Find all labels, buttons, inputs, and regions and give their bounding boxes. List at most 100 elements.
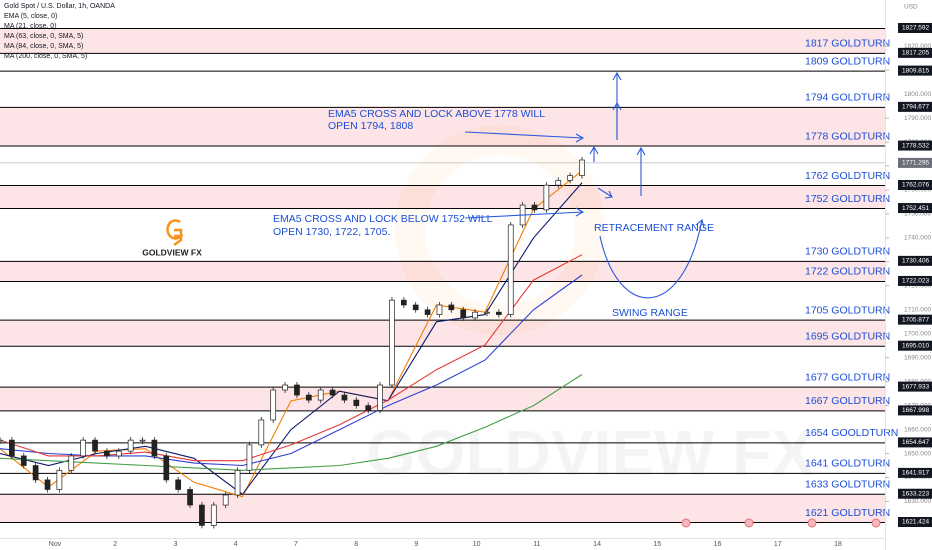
arrow <box>612 101 622 140</box>
candle <box>187 489 193 506</box>
zone-band <box>0 260 885 281</box>
candle <box>199 504 205 526</box>
annotation: OPEN 1794, 1808 <box>328 120 413 132</box>
price-label: 1794.677 <box>902 104 929 111</box>
level-label: 1762 GOLDTURN <box>805 170 890 182</box>
level-label: 1794 GOLDTURN <box>805 92 890 104</box>
y-tick-label: 1820.000 <box>904 43 931 50</box>
candle <box>0 439 3 442</box>
candle <box>282 384 288 391</box>
level-label: 1730 GOLDTURN <box>805 246 890 258</box>
candle <box>448 304 455 311</box>
arrow <box>589 145 599 162</box>
price-label: 1705.877 <box>902 316 929 323</box>
candle <box>412 304 419 311</box>
price-label: 1817.205 <box>902 50 929 57</box>
y-tick-label: 1720.000 <box>904 283 931 290</box>
currency: USD <box>904 4 918 11</box>
price-label: 1677.933 <box>902 383 929 390</box>
level-label: 1695 GOLDTURN <box>805 330 890 342</box>
price-label-box <box>898 488 932 499</box>
price-label: 1762.076 <box>902 182 929 189</box>
candle <box>555 180 562 186</box>
zone-band <box>0 493 885 523</box>
price-label-box <box>898 23 932 34</box>
level-label: 1817 GOLDTURN <box>805 38 890 50</box>
price-label-box <box>898 47 932 58</box>
logo-icon <box>166 219 184 247</box>
x-tick-label: 9 <box>414 541 418 548</box>
arrow <box>464 207 585 219</box>
event-icons <box>681 518 881 528</box>
candle <box>507 224 514 315</box>
arrow <box>636 146 646 196</box>
price-label-box <box>898 65 932 76</box>
level-label: 1677 GOLDTURN <box>805 371 890 383</box>
x-tick-label: 3 <box>174 541 178 548</box>
ma-line <box>0 254 583 462</box>
candle <box>139 439 146 442</box>
candle <box>68 455 75 471</box>
candle <box>127 439 134 452</box>
price-label-box <box>898 405 932 416</box>
chart-title: Gold Spot / U.S. Dollar, 1h, OANDA <box>4 3 115 10</box>
candle <box>579 159 585 176</box>
price-label: 1633.223 <box>902 490 929 497</box>
price-label-box <box>898 467 932 478</box>
price-label: 1778.532 <box>902 142 929 149</box>
price-label: 1827.592 <box>902 25 929 32</box>
arrow <box>464 131 585 143</box>
x-tick-label: 11 <box>533 541 540 548</box>
candle <box>294 384 300 396</box>
x-tick-label: 16 <box>714 541 722 548</box>
price-label-box <box>898 275 932 286</box>
logo: GOLDVIEW FX <box>142 219 202 257</box>
candle <box>531 204 538 211</box>
x-tick-label: Nov <box>49 541 62 548</box>
zone-band <box>0 28 885 53</box>
y-tick-label: 1710.000 <box>904 306 931 313</box>
zone-band <box>0 319 885 346</box>
event-icon <box>681 518 691 528</box>
price-label: 1667.998 <box>902 407 929 414</box>
indicator-label: MA (63, close, 0, SMA, 5) <box>4 33 83 40</box>
indicator-label: MA (200, close, 0, SMA, 5) <box>4 53 87 60</box>
price-label: 1730.406 <box>902 258 929 265</box>
candle <box>484 311 490 314</box>
event-icon <box>744 518 754 528</box>
y-tick-label: 1650.000 <box>904 450 931 457</box>
watermark: GOLDVIEW FX <box>366 417 814 489</box>
watermark-logo <box>395 125 605 335</box>
y-tick-label: 1700.000 <box>904 330 931 337</box>
y-tick-label: 1790.000 <box>904 115 931 122</box>
candle <box>543 184 550 211</box>
annotation: RETRACEMENT RANGE <box>594 222 714 234</box>
annotation: OPEN 1730, 1722, 1705. <box>273 226 390 238</box>
price-label: 1752.451 <box>902 205 929 212</box>
price-label-box <box>898 314 932 325</box>
x-tick-label: 15 <box>653 541 661 548</box>
annotation: SWING RANGE <box>612 307 688 319</box>
last-price-box <box>898 157 932 168</box>
y-tick-label: 1630.000 <box>904 498 931 505</box>
candle <box>377 384 383 411</box>
price-label-box <box>898 203 932 214</box>
price-label-box <box>898 340 932 351</box>
y-tick-label: 1740.000 <box>904 235 931 242</box>
candle <box>365 405 372 411</box>
candle <box>567 175 573 181</box>
y-tick-label: 1800.000 <box>904 91 931 98</box>
candle <box>92 439 98 452</box>
zone-band <box>0 106 885 146</box>
indicator-label: EMA (5, close, 0) <box>4 13 57 20</box>
ma-line <box>0 182 583 496</box>
y-tick-label: 1690.000 <box>904 354 931 361</box>
event-icon <box>807 518 817 528</box>
arrow <box>597 187 613 199</box>
candle <box>210 504 217 526</box>
level-label: 1722 GOLDTURN <box>805 266 890 278</box>
price-label-box <box>898 255 932 266</box>
candle <box>472 311 478 319</box>
candle <box>56 469 63 490</box>
zone-band <box>0 184 885 209</box>
